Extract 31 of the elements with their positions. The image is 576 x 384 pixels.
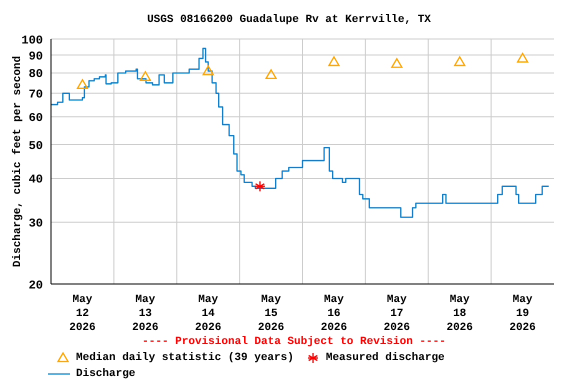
y-tick-label: 30 bbox=[28, 216, 43, 231]
y-tick-label: 20 bbox=[28, 278, 43, 292]
point bbox=[516, 52, 528, 63]
chart-title: USGS 08166200 Guadalupe Rv at Kerrville, TX bbox=[146, 13, 432, 28]
text: ---- Provisional Data Subject to Revision ---- bbox=[141, 336, 447, 348]
point bbox=[202, 65, 214, 76]
x-tick-label: May 12 2026 bbox=[69, 294, 96, 334]
legend-label: Discharge bbox=[76, 368, 136, 380]
point bbox=[454, 56, 466, 66]
legend-label: Median daily statistic (39 years) bbox=[76, 352, 294, 364]
point bbox=[265, 69, 277, 80]
legend-label: Measured discharge bbox=[326, 352, 445, 364]
point bbox=[140, 71, 151, 81]
x-tick-label: May 17 2026 bbox=[384, 294, 410, 334]
y-tick-label: 60 bbox=[28, 111, 43, 126]
y-tick-label: 50 bbox=[28, 138, 43, 153]
y-tick-label: 70 bbox=[28, 88, 43, 102]
y-tick-label: 100 bbox=[21, 33, 43, 48]
y-tick-label: 90 bbox=[28, 49, 43, 64]
point bbox=[391, 58, 402, 68]
x-tick-label: May 19 2026 bbox=[509, 294, 536, 334]
point bbox=[76, 79, 88, 89]
x-tick-label: May 18 2026 bbox=[446, 294, 473, 334]
y-tick-label: 80 bbox=[28, 67, 43, 82]
x-tick-label: May 13 2026 bbox=[132, 294, 159, 334]
y-axis-title: Discharge, cubic feet per second bbox=[10, 56, 24, 268]
point bbox=[328, 56, 340, 66]
x-tick-label: May 15 2026 bbox=[258, 294, 284, 334]
y-tick-label: 40 bbox=[28, 172, 43, 187]
x-tick-label: May 16 2026 bbox=[320, 294, 348, 334]
x-tick-label: May 14 2026 bbox=[194, 294, 222, 334]
